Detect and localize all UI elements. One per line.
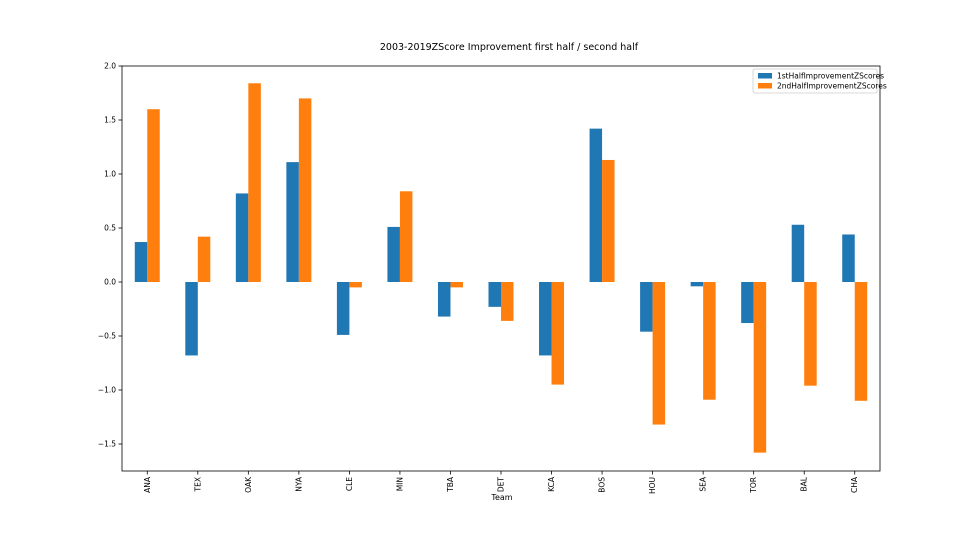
x-tick-label-det: DET	[497, 477, 506, 493]
y-tick-label: 0.5	[104, 224, 116, 233]
bar-first-half-ana	[134, 242, 148, 282]
x-tick-label-tex: TEX	[193, 477, 202, 492]
x-tick-label-min: MIN	[395, 477, 404, 491]
y-tick-label: −0.5	[98, 332, 116, 341]
bar-first-half-tor	[741, 282, 754, 324]
x-tick-label-ana: ANA	[143, 476, 152, 493]
bar-first-half-hou	[640, 282, 653, 332]
bar-second-half-bos	[602, 159, 615, 282]
bar-second-half-sea	[703, 282, 716, 400]
bar-first-half-oak	[235, 193, 249, 282]
x-tick-label-kca: KCA	[547, 476, 556, 492]
x-tick-label-cle: CLE	[345, 477, 354, 491]
x-tick-label-oak: OAK	[244, 476, 253, 493]
bar-first-half-tex	[185, 282, 198, 356]
x-tick-label-hou: HOU	[648, 477, 657, 494]
bar-second-half-min	[399, 191, 413, 282]
x-tick-label-tba: TBA	[446, 476, 455, 493]
chart-title: 2003-2019ZScore Improvement first half /…	[380, 42, 639, 53]
y-tick-label: −1.5	[98, 440, 116, 449]
bar-first-half-min	[387, 226, 400, 282]
x-tick-label-sea: SEA	[699, 476, 708, 491]
bar-second-half-kca	[551, 282, 565, 385]
legend-box	[752, 68, 878, 94]
bar-first-half-bal	[791, 224, 805, 282]
bar-second-half-cha	[854, 282, 868, 401]
bar-second-half-nya	[298, 98, 312, 283]
bar-first-half-cha	[842, 234, 855, 282]
bar-second-half-tor	[753, 282, 767, 453]
bar-second-half-bal	[804, 282, 817, 386]
plot-frame	[121, 65, 881, 472]
y-tick-label: 1.0	[104, 170, 116, 179]
bar-first-half-nya	[286, 162, 299, 282]
y-tick-label: 2.0	[104, 62, 116, 71]
x-axis-title: Team	[490, 493, 512, 502]
bar-second-half-tex	[197, 236, 211, 282]
bar-second-half-ana	[147, 109, 160, 282]
legend-label-second-half: 2ndHalfImprovementZScores	[777, 82, 887, 91]
x-tick-label-cha: CHA	[850, 476, 859, 493]
bar-first-half-kca	[539, 282, 552, 356]
legend-swatch-first-half	[758, 73, 772, 79]
legend: 1stHalfImprovementZScores2ndHalfImprovem…	[752, 68, 887, 94]
legend-label-first-half: 1stHalfImprovementZScores	[777, 72, 884, 81]
x-tick-label-nya: NYA	[294, 476, 303, 492]
bar-first-half-bos	[589, 128, 603, 282]
y-tick-label: 1.5	[104, 116, 116, 125]
bar-first-half-cle	[336, 282, 350, 335]
x-tick-label-tor: TOR	[749, 477, 758, 494]
bar-second-half-hou	[652, 282, 666, 425]
bar-second-half-oak	[248, 83, 261, 282]
bar-first-half-tba	[437, 282, 451, 317]
bar-second-half-tba	[450, 282, 463, 288]
y-tick-label: −1.0	[98, 386, 116, 395]
bar-first-half-det	[488, 282, 501, 307]
plot-area: −1.5 −1.0 −0.5 0.0 0.5 1.0 1.5 2.0 ANA TEX OAK NYA C…	[98, 62, 881, 494]
bar-second-half-cle	[349, 282, 362, 288]
bar-second-half-det	[501, 282, 514, 321]
y-tick-label: 0.0	[104, 278, 116, 287]
bar-first-half-sea	[690, 282, 704, 287]
x-tick-label-bal: BAL	[800, 476, 809, 491]
x-tick-label-bos: BOS	[598, 477, 607, 493]
legend-swatch-second-half	[758, 83, 772, 89]
